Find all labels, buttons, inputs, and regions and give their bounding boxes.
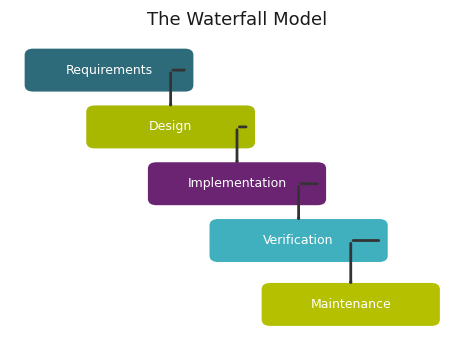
FancyBboxPatch shape: [148, 162, 326, 205]
Text: The Waterfall Model: The Waterfall Model: [147, 11, 327, 29]
Text: Design: Design: [149, 120, 192, 133]
Text: Implementation: Implementation: [187, 177, 287, 190]
Text: Verification: Verification: [264, 234, 334, 247]
Text: Maintenance: Maintenance: [310, 298, 391, 311]
FancyBboxPatch shape: [210, 219, 388, 262]
FancyBboxPatch shape: [262, 283, 440, 326]
Text: Requirements: Requirements: [65, 64, 153, 77]
FancyBboxPatch shape: [25, 49, 193, 92]
FancyBboxPatch shape: [86, 105, 255, 148]
